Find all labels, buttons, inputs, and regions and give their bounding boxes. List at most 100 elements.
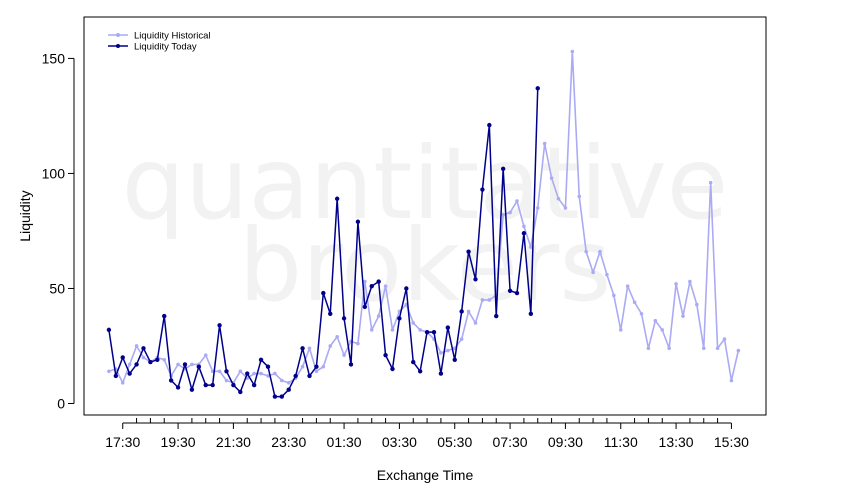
historical-point [190, 362, 194, 367]
historical-point [217, 369, 222, 374]
historical-point [383, 284, 388, 288]
today-point [411, 359, 416, 365]
historical-point [300, 364, 305, 369]
historical-point [286, 380, 291, 385]
historical-point [107, 369, 111, 374]
historical-point [695, 302, 699, 307]
today-point [251, 382, 257, 388]
x-tick-label: 05:30 [437, 434, 472, 450]
historical-point [715, 346, 720, 351]
historical-point [563, 206, 568, 210]
x-tick-label: 11:30 [604, 434, 638, 450]
historical-point [653, 318, 658, 323]
historical-point [162, 357, 167, 362]
today-point [286, 387, 291, 392]
historical-point [259, 371, 263, 376]
historical-point [459, 337, 464, 341]
historical-point [522, 224, 526, 229]
today-point [217, 323, 222, 328]
today-point [300, 346, 305, 351]
historical-point [141, 355, 146, 360]
today-point [334, 196, 340, 201]
historical-point [542, 141, 547, 146]
today-point [314, 364, 319, 369]
y-tick-label: 150 [42, 50, 66, 66]
x-tick-label: 01:30 [327, 434, 362, 450]
historical-point [224, 378, 229, 383]
historical-point [280, 378, 284, 383]
historical-point [708, 180, 713, 185]
today-point [120, 355, 125, 360]
today-point [466, 249, 471, 254]
historical-point [570, 49, 575, 54]
historical-point [466, 309, 471, 314]
historical-point [618, 328, 623, 332]
legend-marker [116, 44, 120, 48]
x-tick-label: 13:30 [659, 434, 694, 450]
today-point [397, 316, 402, 321]
today-point [162, 313, 167, 319]
historical-point [701, 346, 706, 351]
x-tick-label: 19:30 [161, 434, 196, 450]
historical-point [120, 380, 125, 385]
historical-point [369, 328, 374, 332]
today-point [307, 373, 312, 379]
today-point [507, 288, 513, 293]
historical-point [335, 334, 339, 339]
today-point [514, 290, 520, 296]
today-point [272, 394, 278, 399]
today-point [404, 286, 409, 291]
legend-label: Liquidity Historical [134, 31, 211, 42]
today-point [480, 187, 485, 192]
today-point [535, 86, 540, 91]
series-today [106, 86, 540, 399]
today-point [445, 325, 451, 330]
today-point [148, 359, 153, 365]
today-point [369, 283, 374, 289]
today-point [459, 309, 464, 314]
x-tick-label: 07:30 [493, 434, 528, 450]
today-point [487, 122, 492, 128]
historical-point [328, 344, 333, 348]
today-point [417, 369, 423, 374]
watermark-line-1: quantitative [122, 125, 729, 242]
watermark-line-2: brokers [239, 207, 612, 324]
historical-point [473, 321, 478, 325]
x-axis-label: Exchange Time [377, 467, 474, 483]
historical-point [591, 270, 595, 275]
today-point [265, 364, 271, 369]
today-point [210, 382, 215, 388]
historical-point [307, 346, 312, 351]
today-point [189, 387, 195, 392]
historical-point [556, 196, 561, 201]
today-point [328, 311, 333, 316]
historical-point [203, 353, 208, 357]
historical-point [176, 362, 180, 367]
historical-point [598, 249, 602, 254]
today-point [494, 313, 499, 319]
historical-point [342, 353, 346, 357]
today-point [245, 371, 250, 376]
historical-point [252, 371, 256, 376]
legend-marker [116, 33, 120, 37]
historical-point [314, 369, 319, 374]
historical-point [688, 279, 692, 284]
today-point [127, 371, 132, 376]
x-tick-label: 23:30 [271, 434, 306, 450]
historical-point [729, 378, 734, 383]
today-point [141, 346, 146, 351]
historical-point [549, 176, 554, 180]
historical-point [363, 279, 367, 284]
historical-point [639, 311, 644, 316]
historical-point [321, 364, 326, 369]
historical-point [632, 300, 637, 305]
today-point [258, 357, 264, 362]
today-point [362, 304, 368, 310]
today-point [321, 290, 326, 296]
plot-frame [83, 16, 767, 416]
historical-point [660, 328, 665, 332]
today-point [528, 311, 534, 316]
today-point [113, 373, 119, 379]
historical-point [390, 328, 395, 332]
